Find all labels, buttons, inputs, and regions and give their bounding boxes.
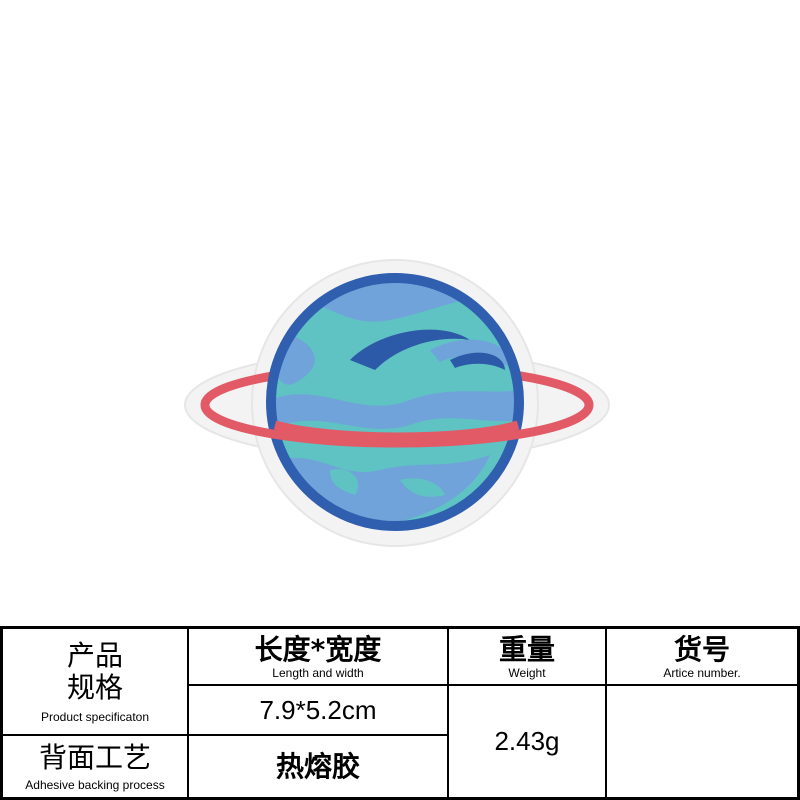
backing-header-cn: 背面工艺 xyxy=(38,740,151,774)
table-border-top xyxy=(0,626,800,629)
backing-value: 热熔胶 xyxy=(275,749,360,783)
table-border-right xyxy=(797,626,800,800)
table-hline-weight xyxy=(447,684,800,686)
planet xyxy=(266,273,524,531)
table-divider-1 xyxy=(187,626,189,800)
weight-value-cell: 2.43g xyxy=(449,686,605,797)
size-header: 长度*宽度 Length and width xyxy=(189,629,447,684)
spec-header: 产品 规格 Product specificaton xyxy=(3,629,187,734)
article-value-cell xyxy=(607,686,797,797)
size-value-cell: 7.9*5.2cm xyxy=(189,686,447,734)
table-border-bottom xyxy=(0,797,800,800)
size-value: 7.9*5.2cm xyxy=(259,694,377,725)
spec-header-cn-line2: 规格 xyxy=(66,670,123,704)
table-hline-middle xyxy=(187,734,449,736)
weight-header: 重量 Weight xyxy=(449,629,605,684)
backing-header-en: Adhesive backing process xyxy=(25,777,165,792)
spec-header-cn-line1: 产品 xyxy=(66,638,123,672)
article-header: 货号 Artice number. xyxy=(607,629,797,684)
backing-value-cell: 热熔胶 xyxy=(189,736,447,797)
spec-header-en: Product specificaton xyxy=(40,709,150,724)
table-divider-2 xyxy=(447,626,449,800)
article-header-en: Artice number. xyxy=(663,665,741,680)
weight-header-cn: 重量 xyxy=(498,632,555,666)
size-header-cn: 长度*宽度 xyxy=(254,632,382,666)
weight-value: 2.43g xyxy=(494,726,560,756)
weight-header-en: Weight xyxy=(508,665,546,680)
table-border-left xyxy=(0,626,3,800)
table-hline-size xyxy=(187,684,447,686)
table-hline-left xyxy=(0,734,189,736)
product-photo xyxy=(184,259,610,547)
spec-table: 产品 规格 Product specificaton 长度*宽度 Length … xyxy=(0,626,800,800)
size-header-en: Length and width xyxy=(272,665,364,680)
article-header-cn: 货号 xyxy=(673,632,730,666)
ring-front xyxy=(200,404,594,448)
table-divider-3 xyxy=(605,626,607,800)
backing-header: 背面工艺 Adhesive backing process xyxy=(3,736,187,797)
ring-overlap xyxy=(273,420,520,442)
